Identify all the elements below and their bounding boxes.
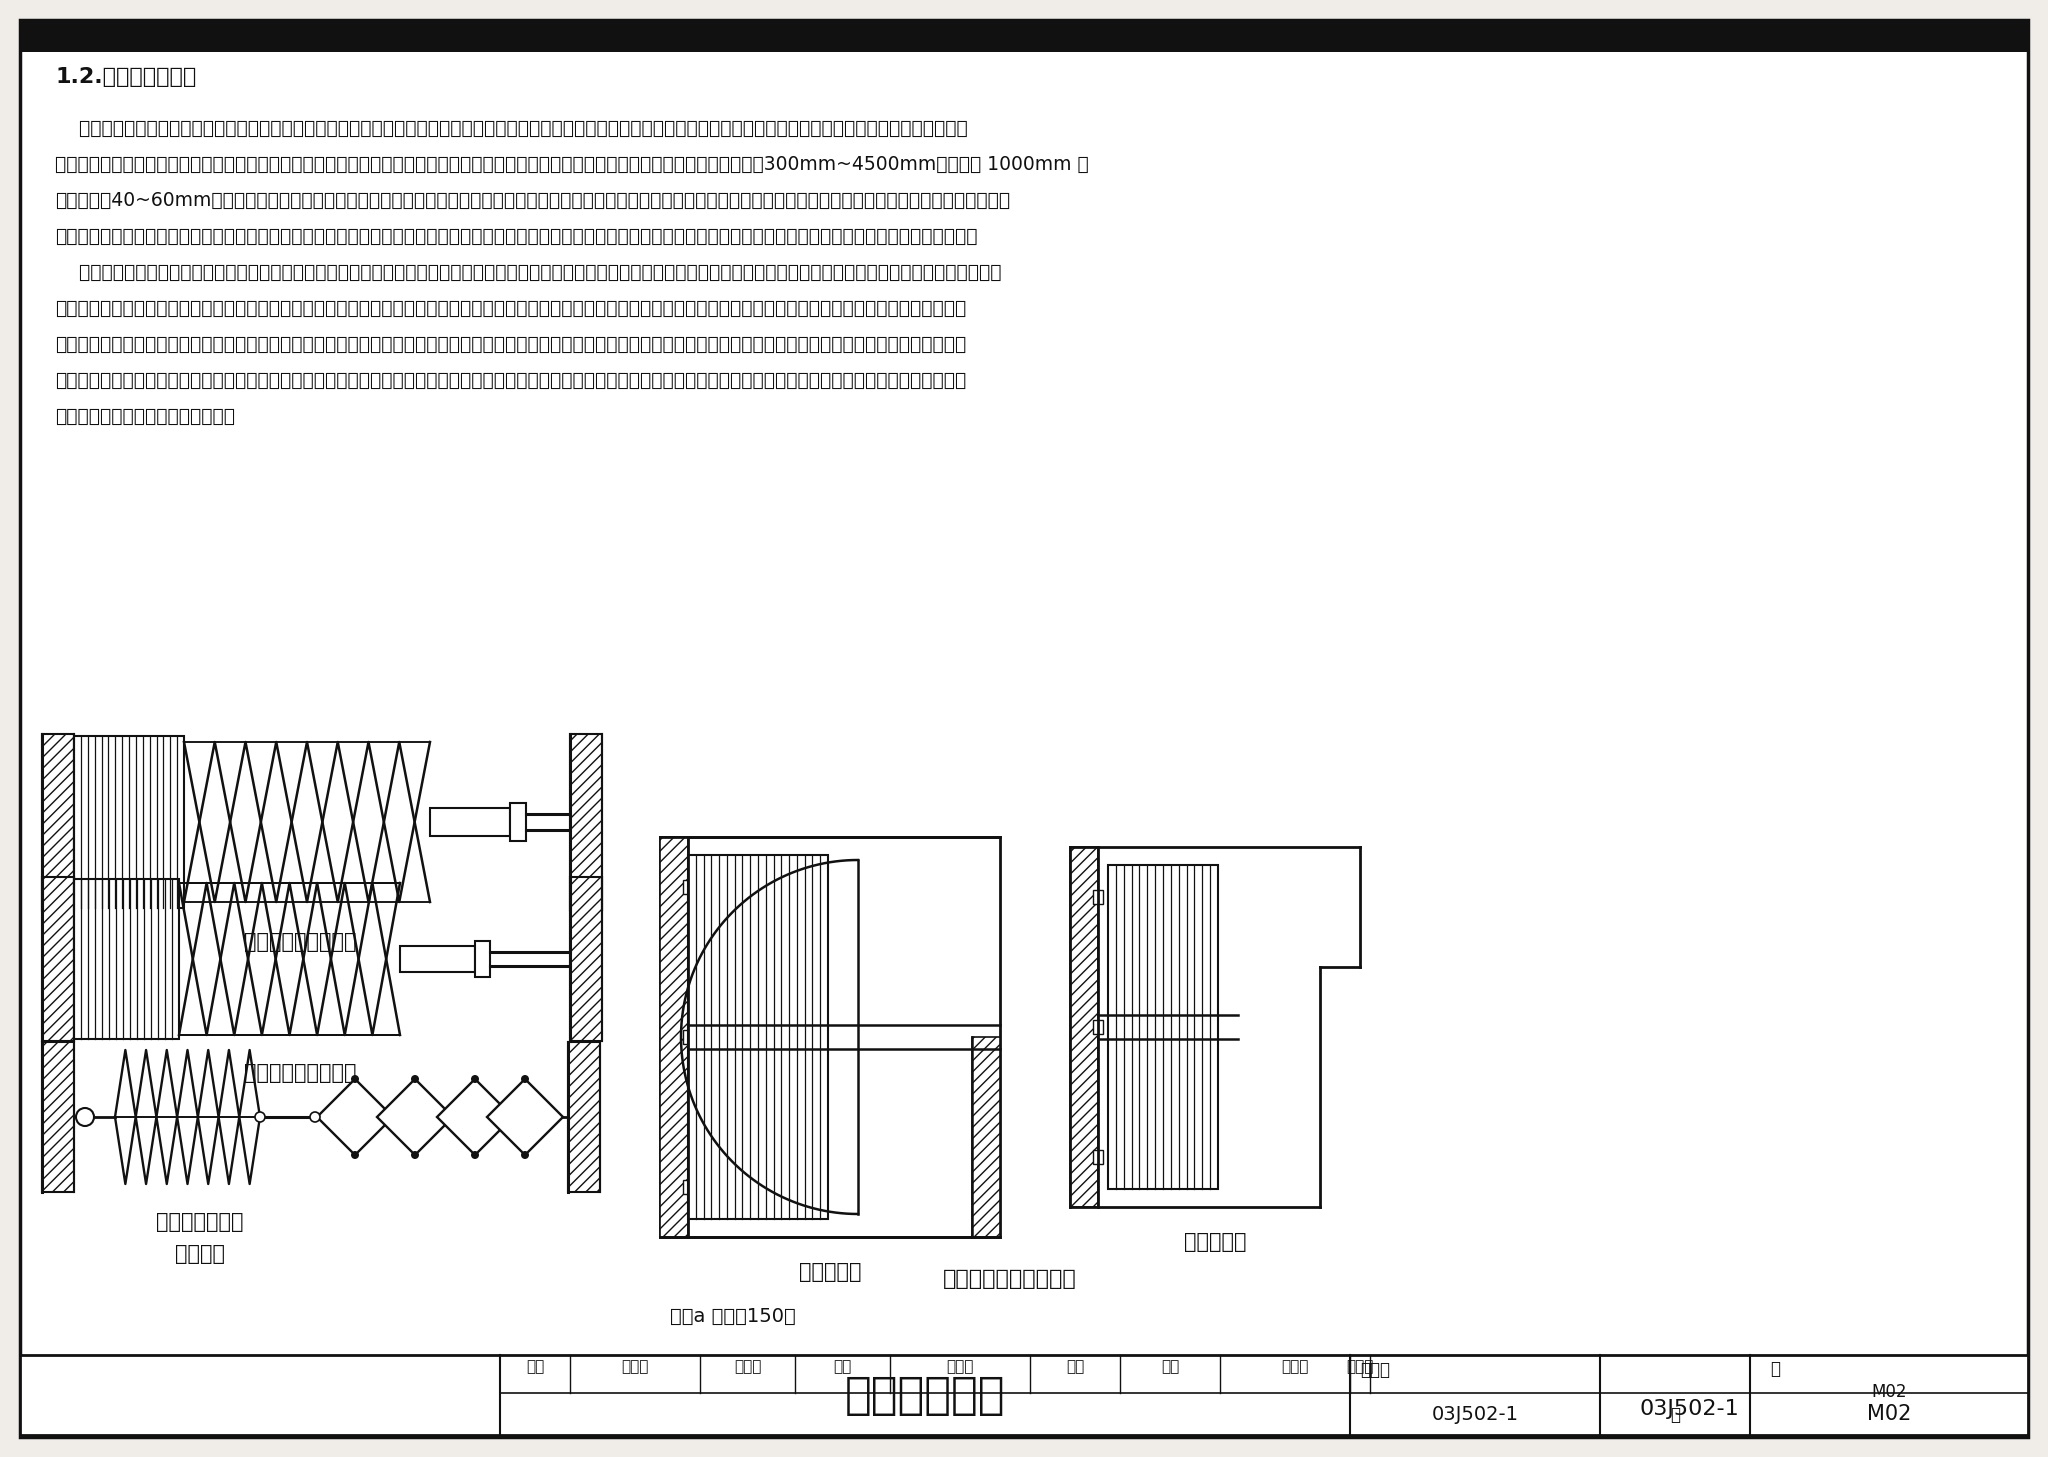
Text: 朱爱夏: 朱爱夏 xyxy=(946,1359,973,1374)
Bar xyxy=(659,836,688,1237)
Text: 右，厚度为40~60mm。隔扇的两个垂直边，用螺钉固定铝镶边。镶边的凹槽内，嵌有隔音用的聚乙烯泡沫密封条。直滑推拉式隔断完全收拢时，隔扇可以隐藏于洞口的一侧或两: 右，厚度为40~60mm。隔扇的两个垂直边，用螺钉固定铝镶边。镶边的凹槽内，嵌有… xyxy=(55,191,1010,210)
Bar xyxy=(20,20,2028,52)
Text: 直滑推拉式隔断隔扇的构造，除采用木镶板的方式外，现较多的采用双面贴板形式，并在中间夹着隔音层，板的外面覆盖着饰面层。这些隔扇可以是独立的，也可以利用铰链连接到: 直滑推拉式隔断隔扇的构造，除采用木镶板的方式外，现较多的采用双面贴板形式，并在中… xyxy=(55,119,969,138)
Bar xyxy=(1108,865,1219,1189)
Text: 单侧推拉直滑式隔断: 单侧推拉直滑式隔断 xyxy=(244,932,356,951)
Text: 03J502-1: 03J502-1 xyxy=(1638,1399,1739,1419)
Text: 密闭式存放: 密闭式存放 xyxy=(799,1262,862,1282)
Bar xyxy=(1094,890,1104,903)
Text: 饶良修: 饶良修 xyxy=(621,1359,649,1374)
Text: 绘么个: 绘么个 xyxy=(733,1359,762,1374)
Text: 活动隔断说明: 活动隔断说明 xyxy=(844,1374,1006,1416)
Text: 双侧折叠式隔断: 双侧折叠式隔断 xyxy=(156,1212,244,1233)
Bar xyxy=(43,1042,74,1192)
Bar xyxy=(659,836,999,1237)
Bar xyxy=(569,734,602,911)
Text: 郭雅丽: 郭雅丽 xyxy=(1282,1359,1309,1374)
Bar xyxy=(567,1042,600,1192)
Circle shape xyxy=(412,1151,420,1158)
Text: 以用螺栓固定在隔扇上，也可以用连接板固定在隔扇上，隔扇与轨道之间，也应用橡胶密封刷密封。轨道和滑轮安装在下部的支承导向式结构，应将密封刷固定在隔扇上，而悬吊导向: 以用螺栓固定在隔扇上，也可以用连接板固定在隔扇上，隔扇与轨道之间，也应用橡胶密封… xyxy=(55,372,967,390)
Text: 审核: 审核 xyxy=(526,1359,545,1374)
Text: 隔扇关闭时，最前面的隔扇自然的嵌入槽形补充构件内。构件的两侧各有一个密封条，与隔扇的两侧紧紧的相接。靠墙的半扇隔扇与边缘构件，用铰链连接着，中间各扇隔扇则是单独: 隔扇关闭时，最前面的隔扇自然的嵌入槽形补充构件内。构件的两侧各有一个密封条，与隔… xyxy=(55,227,977,246)
Bar xyxy=(973,1037,999,1237)
Bar xyxy=(510,803,526,841)
Polygon shape xyxy=(377,1080,453,1155)
Bar xyxy=(682,1180,692,1193)
Polygon shape xyxy=(487,1080,563,1155)
Bar xyxy=(43,734,74,911)
Text: 设计: 设计 xyxy=(1161,1359,1180,1374)
Bar xyxy=(682,880,692,895)
Bar xyxy=(682,1030,692,1045)
Text: 一起。独立的隔扇可以沿着各自的轨道滑动，但在滑动中始终不改变自身的角度，沿着直线开启或关闭。直滑推拉式隔断单扇尺寸较大，扇高为300mm~4500mm，扇宽为 : 一起。独立的隔扇可以沿着各自的轨道滑动，但在滑动中始终不改变自身的角度，沿着直线… xyxy=(55,154,1090,173)
Text: 注：a 最小为150。: 注：a 最小为150。 xyxy=(670,1307,797,1326)
Polygon shape xyxy=(317,1080,393,1155)
Bar xyxy=(430,809,510,836)
Text: 隔断形式: 隔断形式 xyxy=(174,1244,225,1265)
Text: 直滑推拉式隔断的固定方式，有悬吊导向式固定和支承导向式固定。支承导向式固定方式的构造相对简单，安装方便。因为支承构造的滑动轮固定在隔扇的下端，与地面轨道共同构成: 直滑推拉式隔断的固定方式，有悬吊导向式固定和支承导向式固定。支承导向式固定方式的… xyxy=(55,264,1001,283)
Text: 开放式存放: 开放式存放 xyxy=(1184,1233,1247,1252)
Text: 结构，则应将密封刷固定在轨道上。: 结构，则应将密封刷固定在轨道上。 xyxy=(55,407,236,425)
Bar xyxy=(43,877,74,1040)
Text: 单轮活动隔断存储方式: 单轮活动隔断存储方式 xyxy=(944,1269,1077,1289)
Polygon shape xyxy=(436,1080,512,1155)
Text: M02: M02 xyxy=(1868,1405,1911,1423)
Bar xyxy=(74,736,184,908)
Circle shape xyxy=(256,1112,264,1122)
Text: 弥律: 弥律 xyxy=(1065,1359,1083,1374)
Circle shape xyxy=(471,1075,479,1083)
Text: 页: 页 xyxy=(1769,1359,1780,1378)
Text: 支承点，并起转动或移动隔扇的作用。而上部仅安装防止隔扇晃动的导向杆，以保证隔扇受力运动的平稳性。这种方式完全省去了一套悬吊系统，其构造和安装更加简便。但这种构造: 支承点，并起转动或移动隔扇的作用。而上部仅安装防止隔扇晃动的导向杆，以保证隔扇受… xyxy=(55,299,967,318)
Text: 03J502-1: 03J502-1 xyxy=(1432,1406,1518,1425)
Bar xyxy=(1094,1020,1104,1034)
Text: M02: M02 xyxy=(1872,1383,1907,1402)
Circle shape xyxy=(350,1151,358,1158)
Bar xyxy=(688,855,827,1220)
Text: 1.2.直滑推拉式隔断: 1.2.直滑推拉式隔断 xyxy=(55,67,197,87)
Bar xyxy=(20,1355,2028,1435)
Circle shape xyxy=(520,1151,528,1158)
Bar xyxy=(74,879,178,1039)
Circle shape xyxy=(76,1107,94,1126)
Circle shape xyxy=(309,1112,319,1122)
Circle shape xyxy=(471,1151,479,1158)
Text: 妈妈师: 妈妈师 xyxy=(1346,1359,1374,1374)
Circle shape xyxy=(350,1075,358,1083)
Text: 双侧推拉直滑式隔断: 双侧推拉直滑式隔断 xyxy=(244,1064,356,1083)
Bar xyxy=(1094,1150,1104,1164)
Bar xyxy=(399,946,475,972)
Circle shape xyxy=(520,1075,528,1083)
Text: 轨道和滑轮安装在楼地面上，容易使转动部分脏污，应经常打扫。轨道的断面多数为凹槽形，滑轮多为两轮或四轮一个小车组。轨道和滑轮的形式有很多种，可根据需要选用。小车组: 轨道和滑轮安装在楼地面上，容易使转动部分脏污，应经常打扫。轨道的断面多数为凹槽形… xyxy=(55,335,967,354)
Circle shape xyxy=(412,1075,420,1083)
Text: 页: 页 xyxy=(1669,1406,1679,1423)
Text: 校对: 校对 xyxy=(834,1359,852,1374)
Bar xyxy=(1069,847,1098,1206)
Text: 图集号: 图集号 xyxy=(1360,1361,1391,1378)
Bar xyxy=(475,941,489,978)
Bar xyxy=(569,877,602,1040)
